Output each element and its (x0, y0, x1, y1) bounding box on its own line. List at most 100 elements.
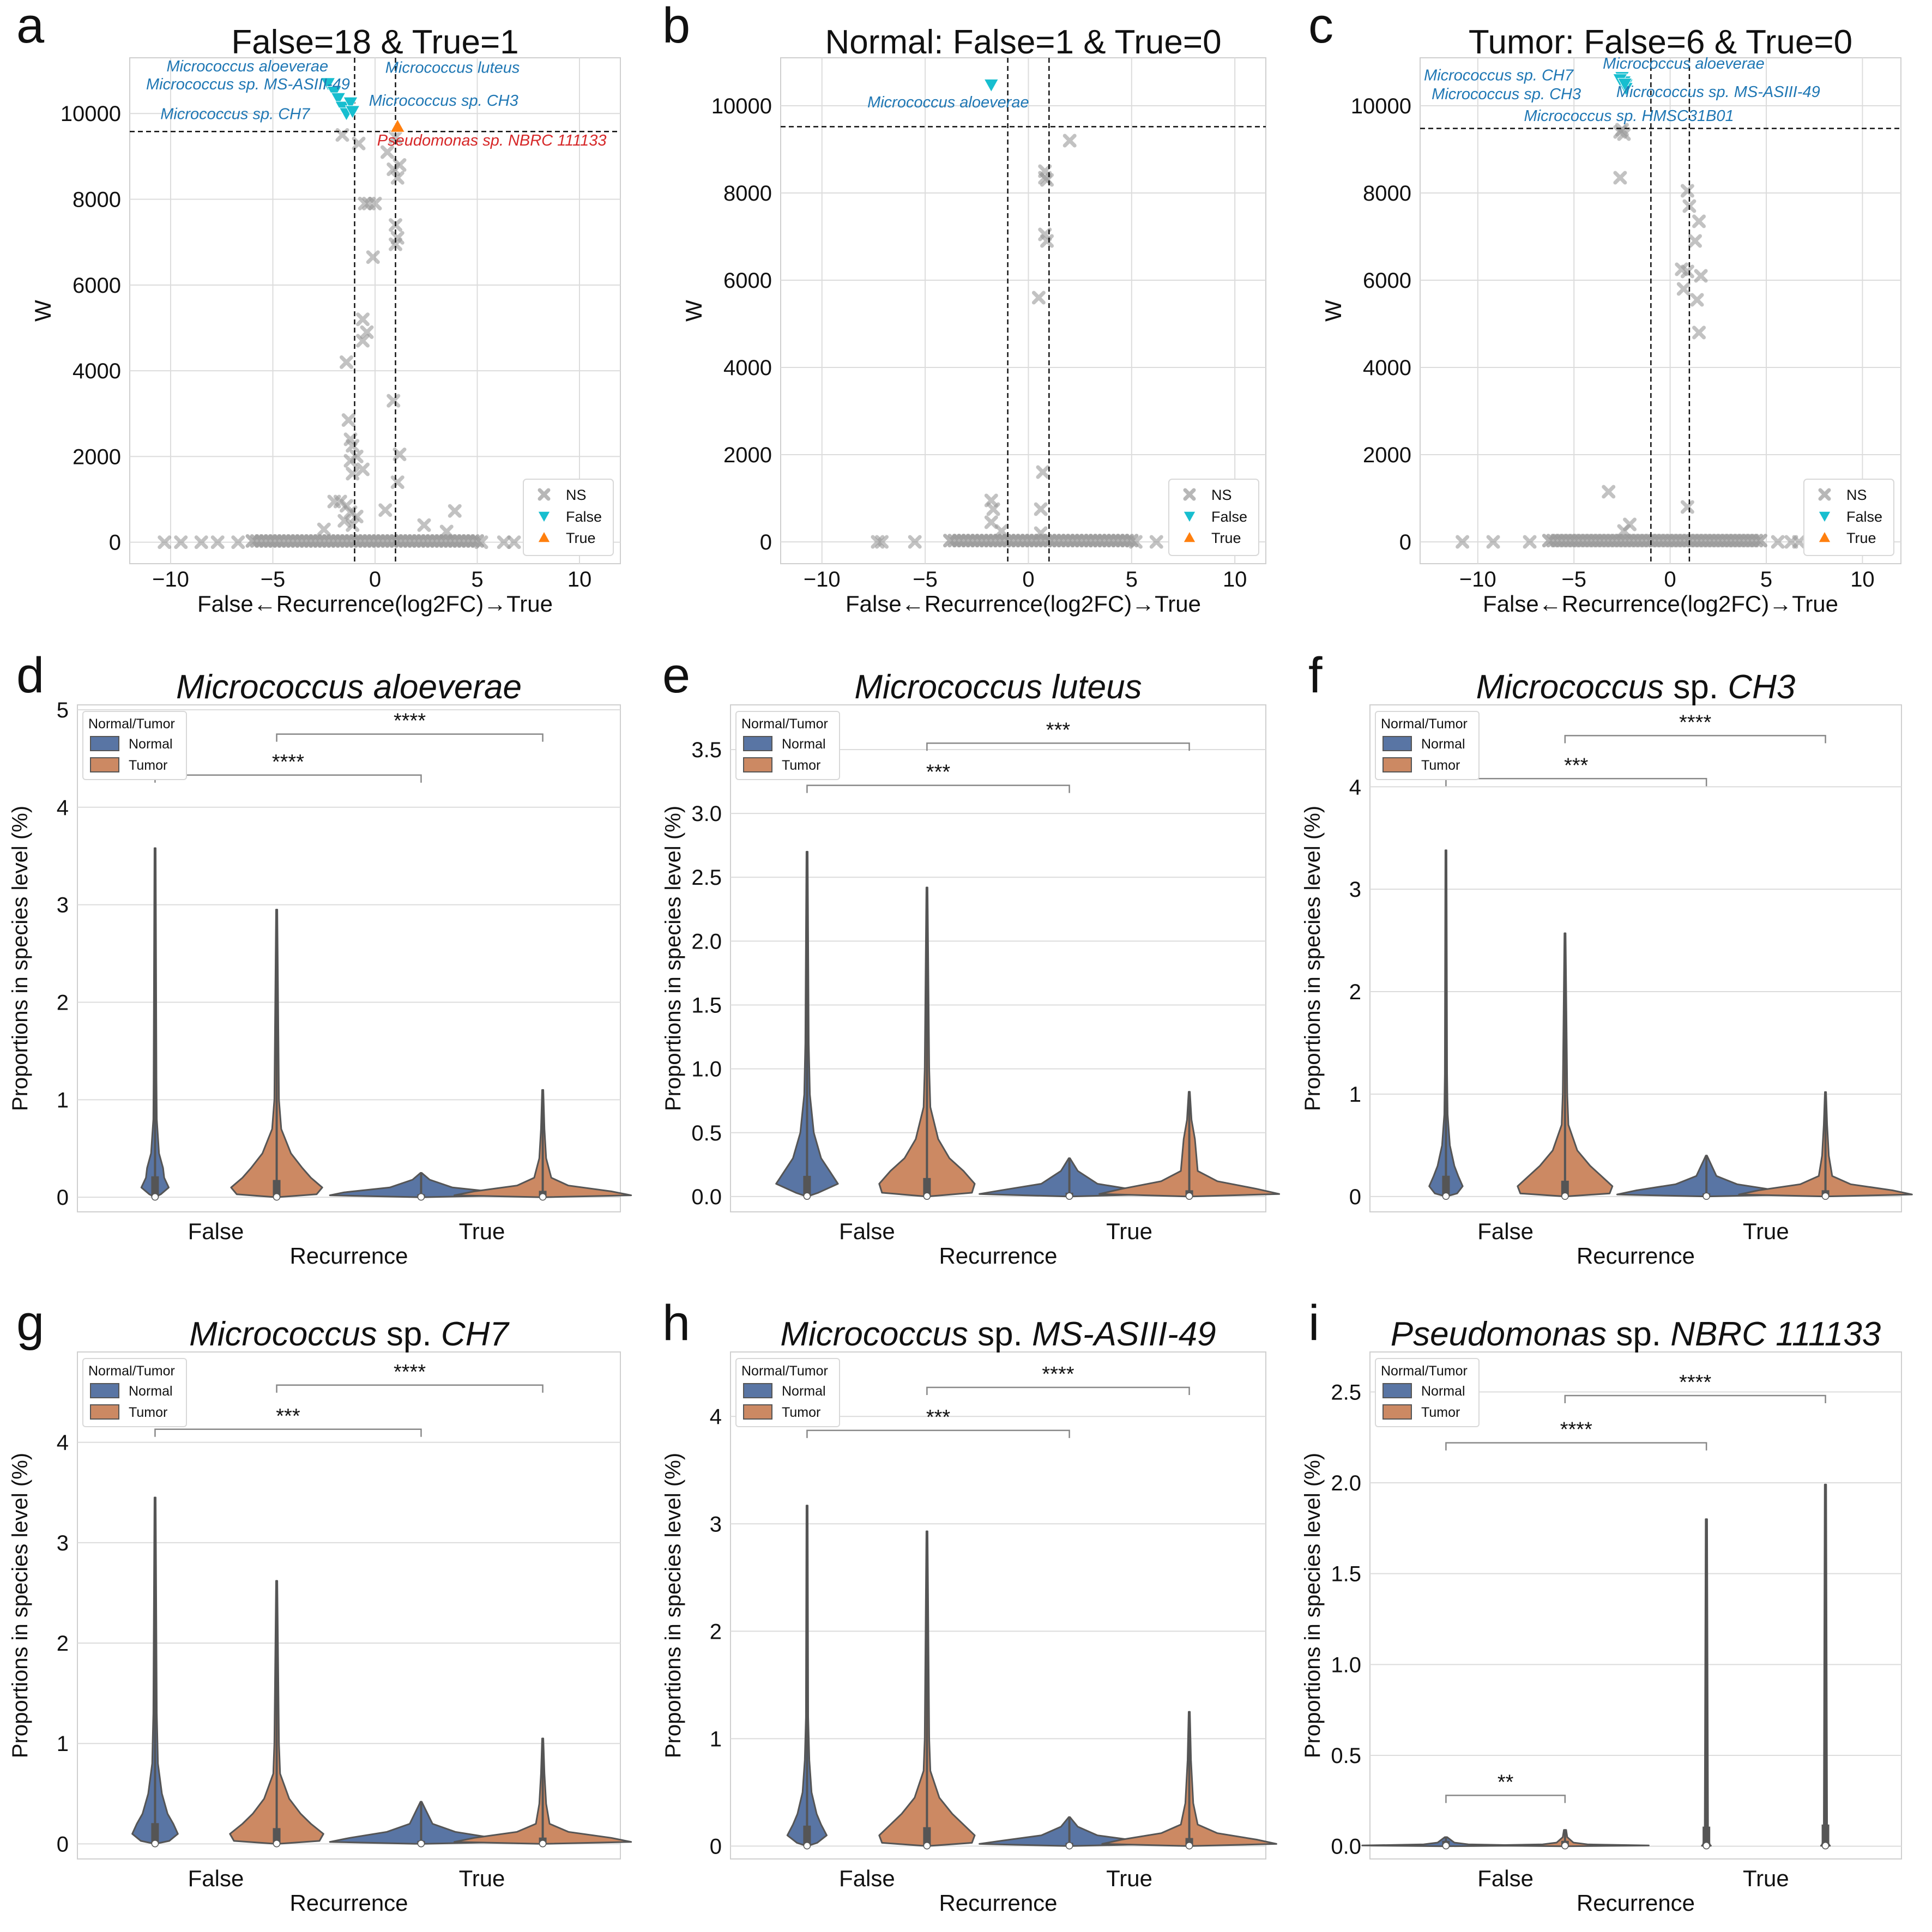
legend-label: Tumor (782, 758, 820, 773)
panel-title: Normal: False=1 & True=0 (825, 23, 1221, 61)
ns-point (1183, 488, 1196, 501)
violin-box (1561, 1180, 1569, 1197)
legend-true-marker (1183, 530, 1196, 543)
plot-frame (77, 704, 621, 1212)
significance-bracket (1445, 778, 1707, 787)
ns-point (1040, 234, 1054, 248)
ns-point (497, 535, 511, 550)
point-annotation: Micrococcus aloeverae (167, 58, 329, 75)
y-tick-label: 4 (57, 796, 69, 820)
panel-letter: e (662, 648, 690, 703)
x-axis-label: Recurrence (939, 1890, 1057, 1916)
y-tick-label: 1.5 (1331, 1562, 1361, 1586)
legend-swatch-normal (90, 1383, 119, 1398)
y-axis-label: W (1320, 300, 1346, 322)
ns-point (1149, 535, 1163, 549)
y-tick-label: 6000 (1363, 269, 1411, 293)
legend-swatch-tumor (90, 1404, 119, 1420)
x-tick-label: False (1477, 1218, 1533, 1244)
legend-swatch-tumor (743, 757, 772, 772)
y-tick-label: 0 (1399, 530, 1411, 554)
legend-swatch-tumor (90, 757, 119, 772)
ns-point (1680, 264, 1694, 279)
title-part: MS-ASIII-49 (1032, 1315, 1216, 1353)
x-tick-label: 10 (567, 567, 592, 591)
y-axis-label: W (681, 300, 707, 322)
ns-point (393, 447, 407, 461)
violin-median (803, 1192, 811, 1200)
panel-title: False=18 & True=1 (231, 23, 518, 61)
ns-point (1692, 325, 1706, 340)
violin-box (273, 1180, 281, 1198)
ns-point (346, 518, 360, 532)
y-tick-label: 2 (57, 1632, 69, 1656)
legend-swatch-normal (743, 736, 772, 751)
significance-label: *** (1564, 754, 1589, 777)
ns-point (390, 475, 404, 490)
ns-point (368, 196, 382, 210)
ns-point (378, 503, 393, 517)
ns-point (1036, 465, 1050, 479)
ns-point (417, 518, 431, 532)
significance-label: ** (1498, 1771, 1514, 1794)
x-tick-label: −10 (152, 567, 189, 591)
legend-title: Normal/Tumor (88, 1363, 175, 1379)
y-tick-label: 0.0 (1331, 1835, 1361, 1859)
legend-label: True (1846, 530, 1876, 546)
y-tick-label: 0.0 (691, 1185, 722, 1209)
violin-median (1185, 1842, 1193, 1850)
ns-point (1690, 293, 1704, 307)
ns-point (1486, 535, 1500, 549)
significance-label: **** (1679, 711, 1711, 734)
violin-median (803, 1842, 811, 1850)
ns-point (210, 535, 225, 550)
panel-title: Micrococcus luteus (854, 668, 1142, 706)
legend-title: Normal/Tumor (1381, 716, 1468, 732)
y-tick-label: 8000 (1363, 182, 1411, 206)
y-tick-label: 1.0 (1331, 1653, 1361, 1677)
panel-letter: b (662, 0, 690, 53)
x-tick-label: 10 (1223, 567, 1247, 591)
y-tick-label: 4 (1349, 775, 1361, 799)
title-part: Pseudomonas (1391, 1315, 1607, 1353)
false-point (983, 79, 999, 93)
significance-label: **** (272, 751, 304, 774)
y-tick-label: 0 (109, 531, 121, 555)
x-tick-label: False (188, 1865, 244, 1891)
ns-point (1818, 488, 1831, 501)
y-tick-label: 4000 (723, 356, 772, 380)
y-tick-label: 2 (710, 1620, 722, 1644)
significance-label: **** (1560, 1418, 1592, 1441)
panel-letter: c (1308, 0, 1333, 53)
ns-point (346, 467, 360, 481)
legend-label: Normal (782, 736, 826, 752)
ns-point (1676, 282, 1690, 296)
violin-median (1442, 1842, 1450, 1850)
legend-false-marker (1183, 511, 1196, 523)
panel-letter: f (1308, 648, 1323, 703)
legend-label: False (1211, 509, 1247, 525)
title-part: sp. (968, 1315, 1032, 1353)
ns-point (352, 136, 366, 150)
ns-point (341, 413, 355, 427)
legend-swatch-normal (90, 736, 119, 751)
ns-point (340, 355, 353, 369)
violin-median (417, 1193, 425, 1201)
violin-median (151, 1193, 159, 1201)
violin-median (1185, 1192, 1193, 1200)
violin-box (1821, 1824, 1830, 1846)
y-tick-label: 4000 (73, 359, 121, 383)
violin-median (417, 1840, 425, 1848)
ns-point (1456, 535, 1470, 549)
legend-label: NS (1846, 487, 1867, 503)
ns-point (389, 130, 402, 144)
legend-label: Normal (782, 1384, 826, 1399)
x-axis-label: Recurrence (1577, 1890, 1695, 1916)
ns-point (231, 535, 245, 550)
legend-swatch-normal (1382, 736, 1412, 751)
significance-bracket (806, 784, 1070, 793)
violin-median (151, 1840, 159, 1848)
x-axis-label: False←Recurrence(log2FC)→True (197, 591, 553, 617)
legend-label: False (566, 509, 602, 525)
